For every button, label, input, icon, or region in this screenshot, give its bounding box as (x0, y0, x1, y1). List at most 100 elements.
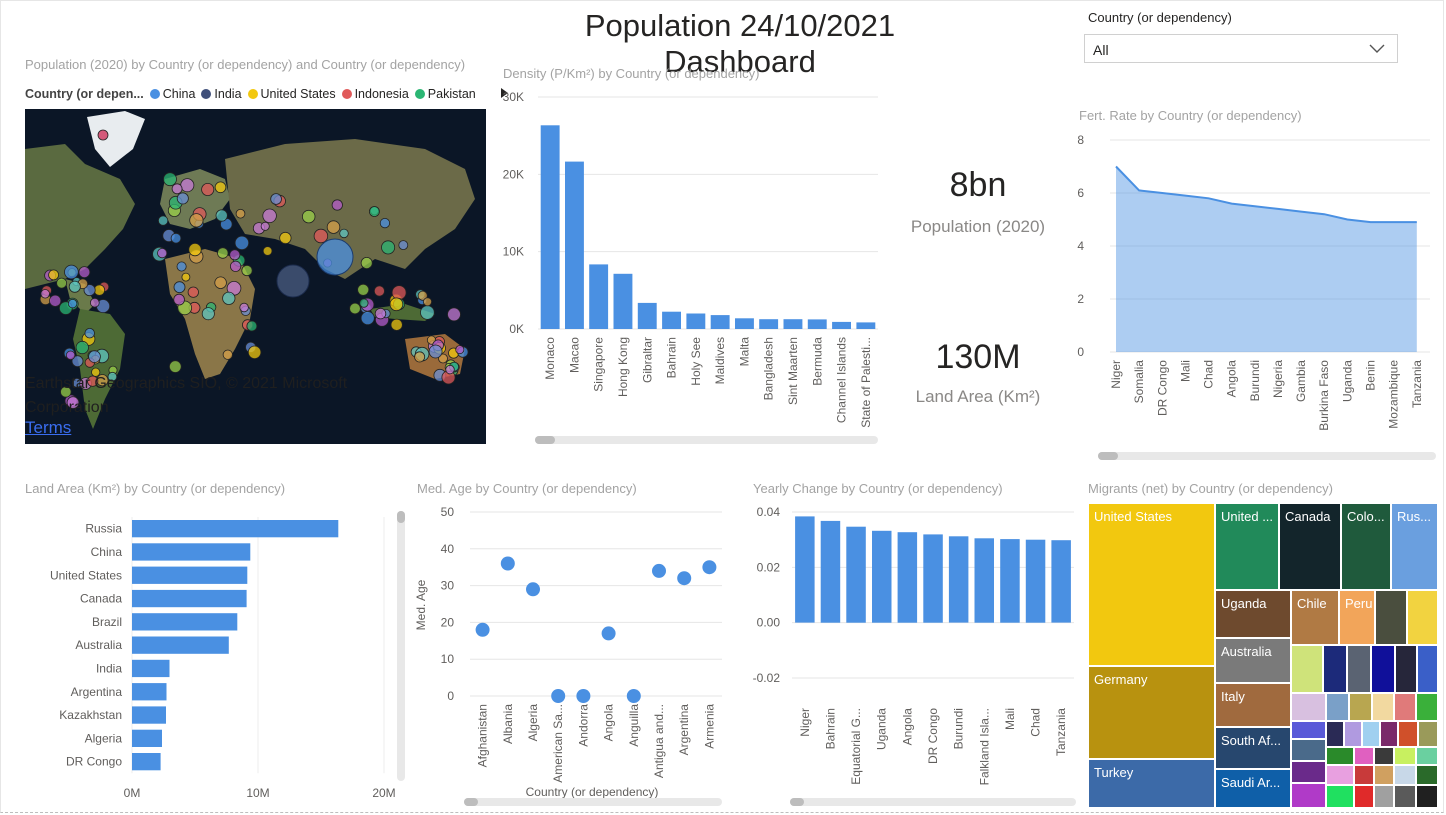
treemap-cell-small[interactable] (1394, 747, 1416, 765)
treemap-cell-small[interactable] (1375, 590, 1407, 645)
fert-xtick: DR Congo (1155, 360, 1169, 416)
map-bubble (360, 256, 373, 269)
treemap-cell-small[interactable] (1291, 645, 1323, 693)
treemap-cell-small[interactable] (1291, 783, 1326, 808)
treemap-cell[interactable]: Turkey (1088, 759, 1215, 808)
treemap-cell-small[interactable] (1349, 693, 1372, 721)
treemap-cell-small[interactable] (1416, 693, 1438, 721)
treemap-cell-small[interactable] (1291, 739, 1326, 761)
treemap-cell[interactable]: Colo... (1341, 503, 1391, 590)
density-bar-chart[interactable]: 0K 10K 20K 30K Monaco Macao Singapore Hong Kong… (500, 85, 885, 430)
treemap-cell[interactable]: United ... (1215, 503, 1279, 590)
fert-xtick: Angola (1225, 360, 1239, 398)
treemap-cell-small[interactable] (1418, 721, 1438, 747)
treemap-cell-small[interactable] (1354, 765, 1374, 785)
treemap-cell-small[interactable] (1417, 645, 1438, 693)
treemap-cell-small[interactable] (1407, 590, 1438, 645)
treemap-cell-small[interactable] (1394, 693, 1416, 721)
treemap-cell-small[interactable] (1374, 785, 1394, 808)
treemap-cell-small[interactable] (1326, 693, 1349, 721)
yearly-xtick: Tanzania (1054, 708, 1068, 756)
yearly-scroll-thumb[interactable] (790, 798, 804, 806)
map-canvas[interactable] (25, 109, 486, 444)
map-bubble (84, 327, 95, 339)
map-bubble (455, 345, 465, 355)
treemap-cell-small[interactable] (1326, 785, 1354, 808)
treemap-cell[interactable]: Canada (1279, 503, 1341, 590)
yearly-change-bar-chart[interactable]: -0.02 0.00 0.02 0.04 Niger Bahrain Equatorial … (748, 500, 1078, 795)
treemap-cell-small[interactable] (1354, 785, 1374, 808)
fert-scrollbar[interactable] (1098, 452, 1436, 460)
land-area-bar-chart[interactable]: 0M 10M 20M Russia China United States Canada Br… (25, 505, 410, 805)
treemap-cell-small[interactable] (1291, 693, 1326, 721)
treemap-cell-small[interactable] (1398, 721, 1418, 747)
fert-scroll-thumb[interactable] (1098, 452, 1118, 460)
treemap-cell-small[interactable] (1291, 721, 1326, 739)
treemap-cell-small[interactable] (1347, 645, 1371, 693)
treemap-cell[interactable]: Rus... (1391, 503, 1438, 590)
treemap-cell-small[interactable] (1395, 645, 1417, 693)
treemap-cell[interactable]: United States (1088, 503, 1215, 666)
treemap-cell-small[interactable] (1416, 765, 1438, 785)
fert-area-chart[interactable]: 0 2 4 6 8 Niger Somalia DR Congo Mali Chad Angola B… (1070, 128, 1440, 438)
treemap-cell[interactable]: Saudi Ar... (1215, 769, 1291, 808)
treemap-cell[interactable]: Germany (1088, 666, 1215, 759)
density-bar (637, 302, 657, 329)
legend-next-icon[interactable] (499, 87, 509, 99)
density-scrollbar[interactable] (535, 436, 878, 444)
treemap-cell-small[interactable] (1374, 765, 1394, 785)
country-slicer-dropdown[interactable]: All (1084, 34, 1398, 63)
map-bubble (349, 302, 361, 315)
land-bar (132, 706, 166, 724)
treemap-cell[interactable]: Australia (1215, 638, 1291, 683)
yearly-scrollbar[interactable] (790, 798, 1076, 806)
fert-xtick: Somalia (1132, 360, 1146, 404)
migrants-treemap[interactable]: United States Germany Turkey United ... Cana… (1088, 503, 1438, 808)
map-legend-title: Country (or depen... (25, 87, 144, 101)
treemap-cell-small[interactable] (1354, 747, 1374, 765)
map-bubble (262, 208, 277, 224)
yearly-bar (974, 538, 994, 623)
medage-scrollbar[interactable] (464, 798, 722, 806)
treemap-cell-small[interactable] (1374, 747, 1394, 765)
medage-point (626, 689, 641, 703)
treemap-cell-small[interactable] (1362, 721, 1380, 747)
density-xtick: State of Palesti... (859, 337, 873, 428)
treemap-cell[interactable]: Uganda (1215, 590, 1291, 638)
map-asia (225, 139, 475, 279)
medage-ylabel: Med. Age (414, 579, 428, 630)
yearly-bar (872, 530, 892, 623)
density-scroll-thumb[interactable] (535, 436, 555, 444)
treemap-cell-small[interactable] (1416, 747, 1438, 765)
yearly-xtick: Uganda (875, 708, 889, 750)
treemap-cell-small[interactable] (1372, 693, 1394, 721)
medage-xtick: Albania (501, 704, 515, 744)
treemap-cell-small[interactable] (1291, 761, 1326, 783)
treemap-cell[interactable]: South Af... (1215, 727, 1291, 769)
treemap-cell-small[interactable] (1326, 721, 1344, 747)
treemap-cell-small[interactable] (1323, 645, 1347, 693)
treemap-cell-small[interactable] (1344, 721, 1362, 747)
treemap-cell[interactable]: Chile (1291, 590, 1339, 645)
treemap-cell-small[interactable] (1394, 785, 1416, 808)
treemap-cell[interactable]: Italy (1215, 683, 1291, 727)
treemap-cell-small[interactable] (1380, 721, 1398, 747)
treemap-cell-small[interactable] (1394, 765, 1416, 785)
yearly-bar (846, 526, 866, 623)
medage-scatter-chart[interactable]: 0 10 20 30 40 50 Med. Age Afghanistan Albania Alg… (412, 500, 732, 800)
yearly-bar (1025, 539, 1046, 623)
map-bubble-india (276, 264, 310, 298)
treemap-cell-small[interactable] (1326, 747, 1354, 765)
treemap-cell[interactable]: Peru (1339, 590, 1375, 645)
density-bar (686, 313, 706, 329)
treemap-cell-small[interactable] (1371, 645, 1395, 693)
map-bubble (360, 311, 375, 326)
treemap-cell-small[interactable] (1326, 765, 1354, 785)
treemap-cell-small[interactable] (1416, 785, 1438, 808)
map-terms-link[interactable]: Terms (25, 418, 72, 437)
medage-scroll-thumb[interactable] (464, 798, 478, 806)
medage-xtick: American Sa... (551, 704, 565, 783)
population-map[interactable]: Earthstar Geographics SIO, © 2021 Micros… (25, 109, 486, 444)
chevron-down-icon (1369, 44, 1385, 53)
